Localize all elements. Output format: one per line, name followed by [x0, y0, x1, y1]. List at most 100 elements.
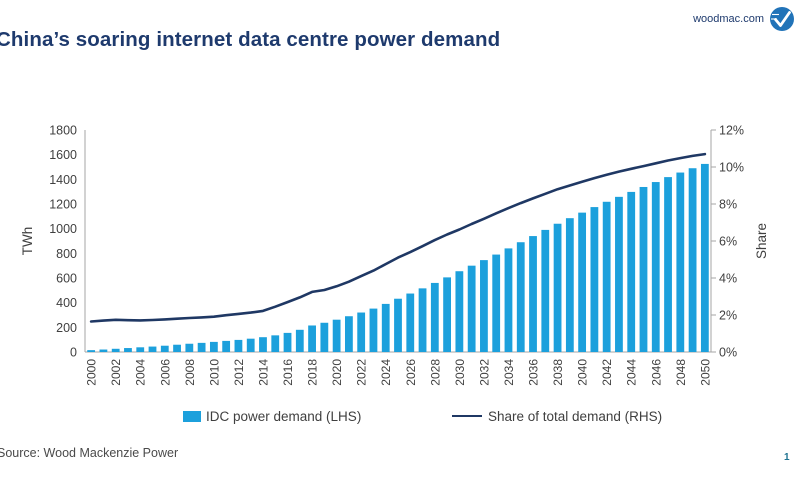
bar-2007	[173, 344, 181, 352]
x-tick-label: 2032	[477, 359, 491, 386]
bar-2017	[295, 329, 304, 352]
bar-2027	[418, 288, 427, 352]
x-tick-label: 2026	[404, 359, 418, 386]
y-left-tick-label: 1800	[49, 124, 77, 138]
bar-2039	[565, 218, 574, 352]
bar-legend-swatch	[183, 410, 201, 422]
x-tick-label: 2006	[158, 359, 172, 386]
y-right-axis-title: Share	[754, 223, 769, 259]
bar-2032	[480, 260, 488, 352]
y-left-tick-label: 800	[56, 247, 77, 261]
bar-2015	[271, 335, 280, 352]
bar-2034	[504, 248, 513, 352]
x-tick-label: 2050	[698, 359, 712, 386]
bar-2049	[688, 168, 697, 352]
x-tick-label: 2048	[674, 359, 688, 386]
bar-2038	[553, 223, 562, 352]
y-left-tick-label: 400	[56, 296, 77, 310]
x-tick-label: 2020	[330, 359, 344, 386]
woodmac-url: woodmac.com	[693, 13, 764, 25]
y-left-tick-label: 1200	[49, 198, 77, 212]
bar-2030	[455, 271, 464, 352]
bar-2045	[639, 186, 648, 352]
x-tick-label: 2016	[281, 359, 295, 386]
x-tick-label: 2008	[183, 359, 197, 386]
x-tick-label: 2046	[649, 359, 663, 386]
bar-2014	[259, 337, 267, 352]
x-tick-label: 2010	[207, 359, 221, 386]
y-left-tick-label: 1000	[49, 222, 77, 236]
x-tick-label: 2000	[85, 359, 99, 386]
x-tick-label: 2038	[551, 359, 565, 386]
bar-2046	[651, 182, 660, 352]
legend-label: Share of total demand (RHS)	[488, 408, 663, 424]
bar-2026	[406, 293, 415, 352]
bar-2011	[222, 340, 231, 352]
x-tick-label: 2014	[257, 359, 271, 386]
y-right-tick-label: 10%	[719, 161, 744, 175]
y-right-tick-label: 0%	[719, 346, 737, 360]
y-left-tick-label: 600	[56, 272, 77, 286]
page-number: 1	[784, 452, 790, 463]
x-tick-label: 2034	[502, 359, 516, 386]
bar-2033	[492, 254, 501, 352]
x-tick-label: 2012	[232, 359, 246, 386]
bar-2001	[99, 349, 108, 352]
source-note: Source: Wood Mackenzie Power	[0, 446, 179, 460]
y-left-axis-title: TWh	[20, 227, 35, 256]
bar-2041	[590, 207, 599, 352]
woodmac-logo-icon	[770, 7, 794, 31]
x-tick-label: 2040	[576, 359, 590, 386]
bar-2000	[87, 350, 96, 352]
y-right-tick-label: 12%	[719, 124, 744, 138]
bar-2005	[148, 346, 157, 352]
bar-2047	[664, 177, 672, 352]
bar-2006	[160, 345, 169, 352]
bar-2016	[283, 332, 292, 352]
y-left-tick-label: 1400	[49, 173, 77, 187]
legend-label: IDC power demand (LHS)	[206, 408, 362, 424]
bar-2050	[700, 163, 709, 352]
bar-2009	[197, 342, 206, 352]
bar-2002	[111, 348, 120, 352]
bar-2010	[209, 341, 218, 352]
bar-2031	[467, 265, 476, 352]
bar-2018	[308, 325, 316, 352]
x-tick-label: 2018	[306, 359, 320, 386]
bar-2042	[602, 201, 611, 352]
combo-chart: 0 200 400 600 800 1000 1200 1400 1600 1800 0% 2% 4% 6…	[20, 124, 769, 386]
bar-2036	[529, 236, 537, 352]
x-tick-label: 2044	[625, 359, 639, 386]
x-tick-label: 2002	[109, 359, 123, 386]
bar-2035	[516, 242, 525, 352]
y-left-tick-label: 1600	[49, 148, 77, 162]
x-tick-label: 2028	[428, 359, 442, 386]
y-right-tick-label: 8%	[719, 198, 737, 212]
bar-2012	[234, 339, 243, 352]
bar-2037	[541, 229, 550, 352]
bar-2023	[369, 308, 378, 352]
line-legend-swatch	[452, 414, 482, 418]
bar-2024	[381, 303, 390, 352]
x-tick-label: 2022	[355, 359, 369, 386]
x-tick-label: 2042	[600, 359, 614, 386]
y-right-tick-label: 2%	[719, 309, 737, 323]
x-tick-label: 2036	[527, 359, 541, 386]
legend-item-idc-power-demand: IDC power demand (LHS)	[183, 407, 361, 425]
bar-2021	[345, 316, 353, 352]
legend-item-share-of-demand: Share of total demand (RHS)	[452, 407, 662, 425]
bar-2020	[332, 319, 341, 352]
x-tick-label: 2004	[134, 359, 148, 386]
bar-2003	[124, 348, 132, 352]
bar-2040	[578, 212, 587, 352]
y-right-tick-label: 4%	[719, 272, 737, 286]
y-left-tick-label: 0	[70, 346, 77, 360]
share-line	[89, 152, 707, 323]
bar-2019	[320, 322, 329, 352]
bar-2043	[615, 196, 623, 352]
x-tick-label: 2024	[379, 359, 393, 386]
bar-2029	[443, 277, 451, 352]
y-left-tick-label: 200	[56, 321, 77, 335]
page-title: China’s soaring internet data centre pow…	[0, 28, 501, 51]
